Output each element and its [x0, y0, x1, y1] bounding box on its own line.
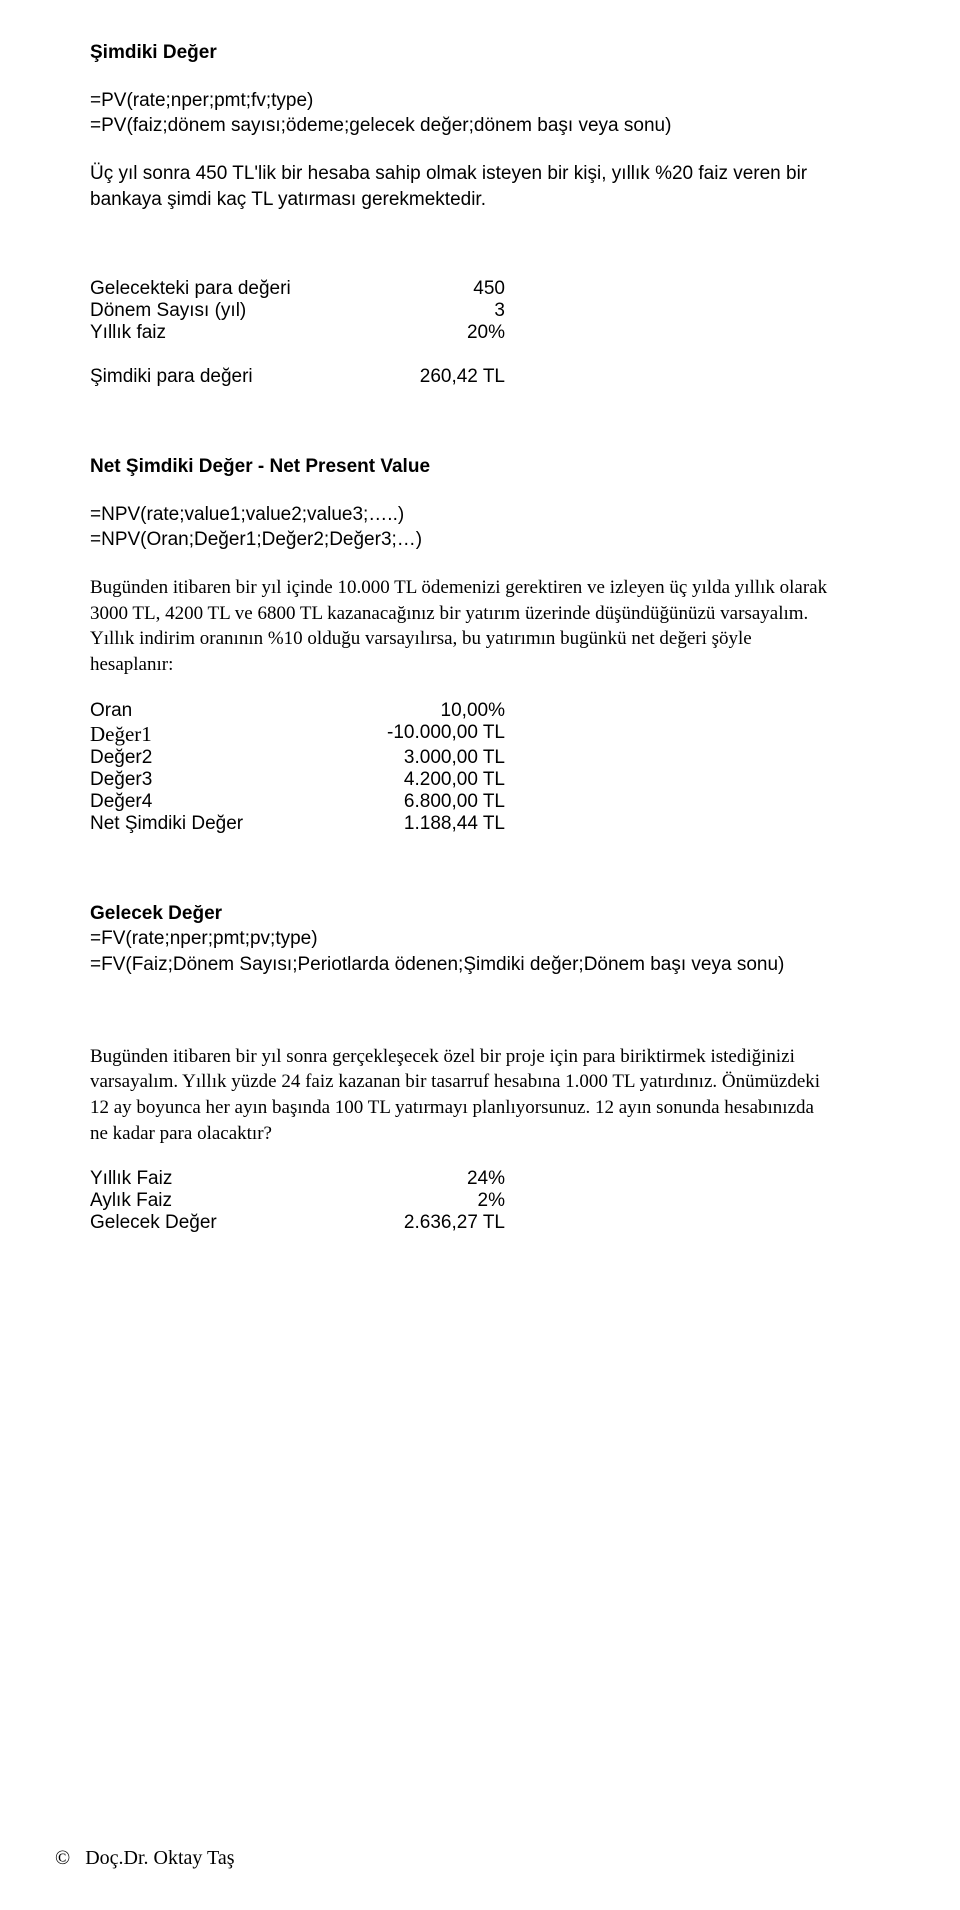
s2-row-npv: Net Şimdiki Değer 1.188,44 TL [90, 813, 870, 835]
section2-formula1: =NPV(rate;value1;value2;value3;…..) [90, 502, 870, 528]
page: Şimdiki Değer =PV(rate;nper;pmt;fv;type)… [0, 0, 960, 1910]
section3-desc: Bugünden itibaren bir yıl sonra gerçekle… [90, 1044, 830, 1147]
s1-rate-label: Yıllık faiz [90, 322, 345, 344]
s2-npv: 1.188,44 TL [345, 813, 505, 835]
section1-title: Şimdiki Değer [90, 40, 870, 66]
section1-desc: Üç yıl sonra 450 TL'lik bir hesaba sahip… [90, 161, 830, 212]
s3-annual-rate-label: Yıllık Faiz [90, 1168, 345, 1190]
s1-periods: 3 [345, 300, 505, 322]
s2-row-rate: Oran 10,00% [90, 700, 870, 722]
s2-row-value4: Değer4 6.800,00 TL [90, 791, 870, 813]
s3-fv-label: Gelecek Değer [90, 1212, 345, 1234]
s1-future-value-label: Gelecekteki para değeri [90, 278, 345, 300]
s1-present-value: 260,42 TL [345, 366, 505, 388]
s1-row-future-value: Gelecekteki para değeri 450 [90, 278, 870, 300]
section3-title: Gelecek Değer [90, 901, 870, 927]
s3-row-fv: Gelecek Değer 2.636,27 TL [90, 1212, 870, 1234]
footer: © Doç.Dr. Oktay Taş [55, 1847, 235, 1870]
s2-value2: 3.000,00 TL [345, 747, 505, 769]
s3-annual-rate: 24% [345, 1168, 505, 1190]
section1-formula2: =PV(faiz;dönem sayısı;ödeme;gelecek değe… [90, 113, 870, 139]
s3-row-annual-rate: Yıllık Faiz 24% [90, 1168, 870, 1190]
section2-formula2: =NPV(Oran;Değer1;Değer2;Değer3;…) [90, 527, 870, 553]
s1-periods-label: Dönem Sayısı (yıl) [90, 300, 345, 322]
s2-value3-label: Değer3 [90, 769, 345, 791]
s1-future-value: 450 [345, 278, 505, 300]
s2-value3: 4.200,00 TL [345, 769, 505, 791]
section3-formula1: =FV(rate;nper;pmt;pv;type) [90, 926, 870, 952]
s3-monthly-rate: 2% [345, 1190, 505, 1212]
copyright-symbol: © [55, 1847, 70, 1869]
s3-row-monthly-rate: Aylık Faiz 2% [90, 1190, 870, 1212]
s2-value4: 6.800,00 TL [345, 791, 505, 813]
s2-value1-label: Değer1 [90, 722, 345, 747]
s2-rate: 10,00% [345, 700, 505, 722]
s1-row-present-value: Şimdiki para değeri 260,42 TL [90, 366, 870, 388]
footer-author: Doç.Dr. Oktay Taş [85, 1847, 234, 1869]
s2-value4-label: Değer4 [90, 791, 345, 813]
s1-rate: 20% [345, 322, 505, 344]
s2-row-value2: Değer2 3.000,00 TL [90, 747, 870, 769]
s1-row-rate: Yıllık faiz 20% [90, 322, 870, 344]
s2-value1: -10.000,00 TL [345, 722, 505, 747]
s2-value2-label: Değer2 [90, 747, 345, 769]
s1-row-periods: Dönem Sayısı (yıl) 3 [90, 300, 870, 322]
s3-monthly-rate-label: Aylık Faiz [90, 1190, 345, 1212]
section3-formula2: =FV(Faiz;Dönem Sayısı;Periotlarda ödenen… [90, 952, 870, 978]
section2-desc: Bugünden itibaren bir yıl içinde 10.000 … [90, 575, 830, 678]
s1-present-value-label: Şimdiki para değeri [90, 366, 345, 388]
s2-row-value3: Değer3 4.200,00 TL [90, 769, 870, 791]
section1-formula1: =PV(rate;nper;pmt;fv;type) [90, 88, 870, 114]
s3-fv: 2.636,27 TL [345, 1212, 505, 1234]
s2-npv-label: Net Şimdiki Değer [90, 813, 345, 835]
s2-row-value1: Değer1 -10.000,00 TL [90, 722, 870, 747]
section2-title: Net Şimdiki Değer - Net Present Value [90, 454, 870, 480]
s2-rate-label: Oran [90, 700, 345, 722]
